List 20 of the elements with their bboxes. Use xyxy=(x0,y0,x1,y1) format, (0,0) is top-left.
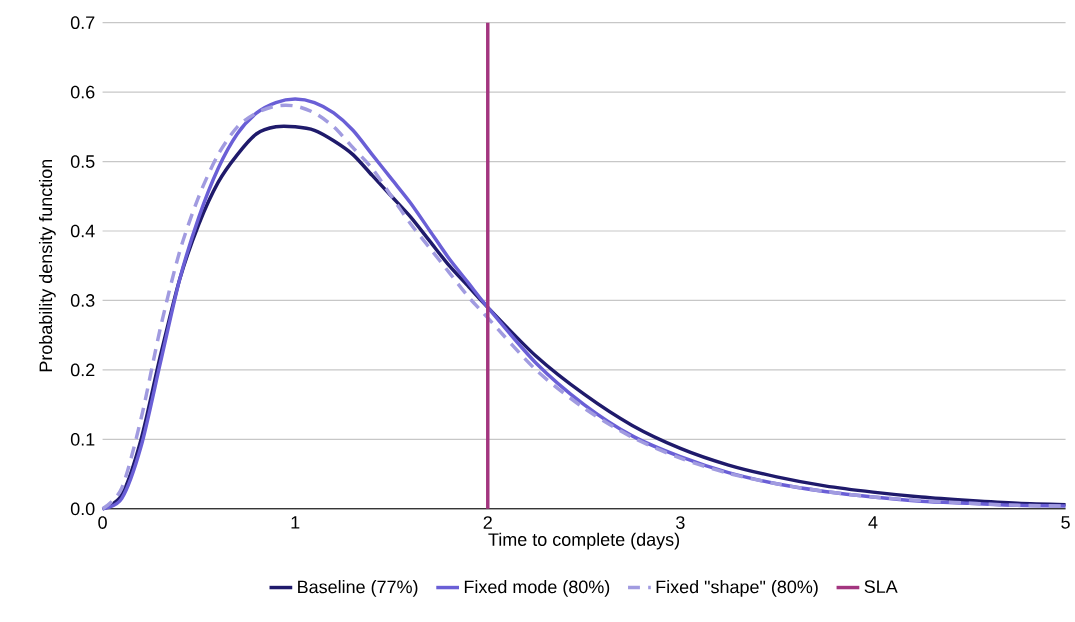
legend-label: Baseline (77%) xyxy=(298,580,418,597)
legend-label: Fixed "shape" (80%) xyxy=(656,580,818,597)
y-tick-label: 0.6 xyxy=(70,85,95,99)
y-tick-label: 0.3 xyxy=(70,294,95,307)
legend-label: Fixed mode (80%) xyxy=(464,580,610,597)
y-tick-label: 0.5 xyxy=(70,155,95,168)
y-tick-label: 0.1 xyxy=(70,432,95,446)
x-tick-label: 4 xyxy=(868,516,878,529)
x-tick-label: 0 xyxy=(98,516,107,529)
x-tick-label: 2 xyxy=(483,516,492,529)
y-axis-title: Probability density function xyxy=(38,159,56,372)
x-axis-title: Time to complete (days) xyxy=(488,532,680,550)
x-tick-label: 5 xyxy=(1061,516,1070,529)
y-tick-label: 0.7 xyxy=(70,16,95,30)
y-tick-label: 0.2 xyxy=(70,363,95,377)
x-tick-label: 3 xyxy=(676,516,685,529)
y-tick-label: 0.0 xyxy=(70,502,95,516)
y-tick-label: 0.4 xyxy=(70,224,95,238)
x-tick-label: 1 xyxy=(291,516,300,529)
legend-label: SLA xyxy=(864,580,898,593)
